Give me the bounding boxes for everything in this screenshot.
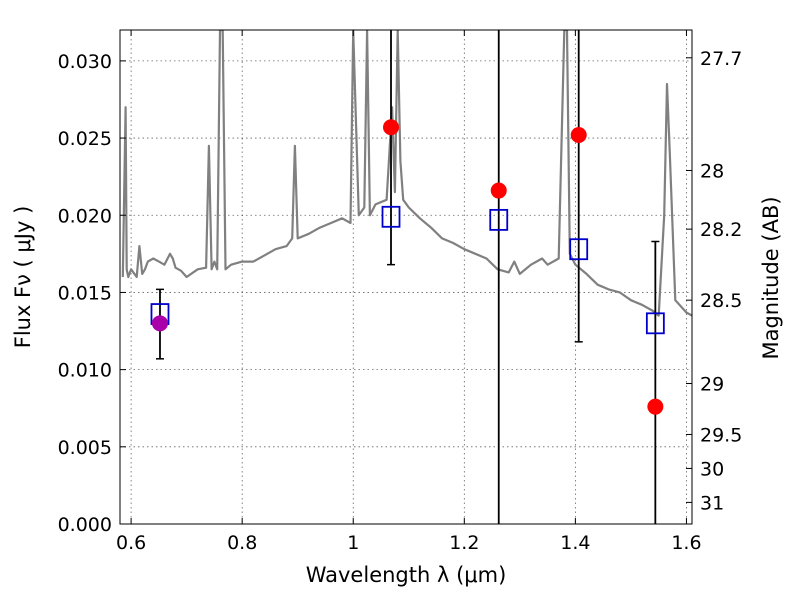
x-tick-label: 1.2 — [449, 532, 479, 554]
mag-tick-label: 27.7 — [700, 48, 742, 70]
y-tick-label: 0.025 — [58, 128, 112, 150]
x-tick-label: 1 — [347, 532, 359, 554]
plot-frame — [119, 29, 693, 525]
x-axis-title: Wavelength λ (μm) — [306, 563, 507, 587]
synthetic-flux-marker — [381, 205, 401, 228]
x-tick-label: 0.6 — [116, 532, 146, 554]
mag-tick-label: 30 — [700, 458, 724, 480]
mag-tick-label: 29 — [700, 374, 724, 396]
axes: 0.6 0.8 1 1.2 1.4 1.6 0.000 0.005 0.010 0.015 0.02… — [58, 30, 742, 554]
y-tick-label: 0.000 — [58, 514, 112, 536]
observed-flux-point — [570, 126, 587, 143]
x-tick-label: 0.8 — [227, 532, 257, 554]
y-tick-label: 0.020 — [58, 205, 112, 227]
synthetic-flux-marker — [645, 312, 665, 335]
y-tick-label: 0.030 — [58, 51, 112, 73]
synthetic-flux-marker — [569, 238, 589, 261]
mag-tick-label: 29.5 — [700, 424, 742, 446]
observed-flux-point — [383, 119, 400, 136]
y-tick-label: 0.015 — [58, 282, 112, 304]
x-tick-label: 1.4 — [560, 532, 590, 554]
mag-tick-label: 31 — [700, 492, 724, 514]
mag-tick-label: 28 — [700, 160, 724, 182]
y-tick-label: 0.005 — [58, 437, 112, 459]
y-axis-title: Flux Fν ( μJy ) — [11, 206, 35, 349]
grid — [120, 30, 692, 525]
mag-tick-label: 28.2 — [700, 219, 742, 241]
observed-flux-point — [490, 182, 507, 199]
y2-axis-title: Magnitude (AB) — [759, 196, 783, 359]
synthetic-flux-marker — [489, 208, 509, 231]
plot-data — [121, 30, 692, 524]
observed-flux-point — [151, 315, 168, 332]
x-tick-label: 1.6 — [671, 532, 701, 554]
y-tick-label: 0.010 — [58, 360, 112, 382]
observed-flux-point — [647, 398, 664, 415]
mag-tick-label: 28.5 — [700, 290, 742, 312]
model-spectrum-line — [121, 30, 692, 317]
